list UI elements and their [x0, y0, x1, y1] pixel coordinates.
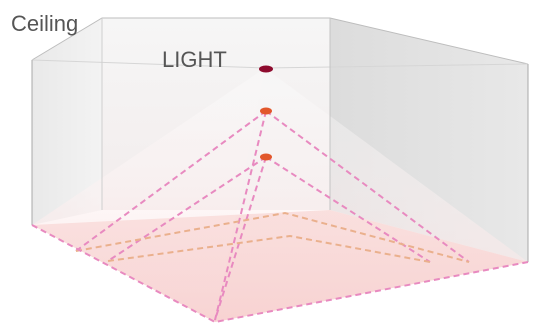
light-label: LIGHT: [162, 47, 227, 72]
left-wall: [32, 18, 102, 225]
room-edges: [31, 18, 529, 262]
mount-point-upper: [260, 107, 272, 115]
ceiling-plane: [31, 17, 529, 69]
ceiling-label: Ceiling: [11, 11, 79, 36]
light-source-dot: [259, 65, 273, 73]
floor-footprints: [75, 211, 470, 263]
light-cone-front-left: [32, 68, 265, 322]
mount-point-lower: [260, 153, 272, 161]
